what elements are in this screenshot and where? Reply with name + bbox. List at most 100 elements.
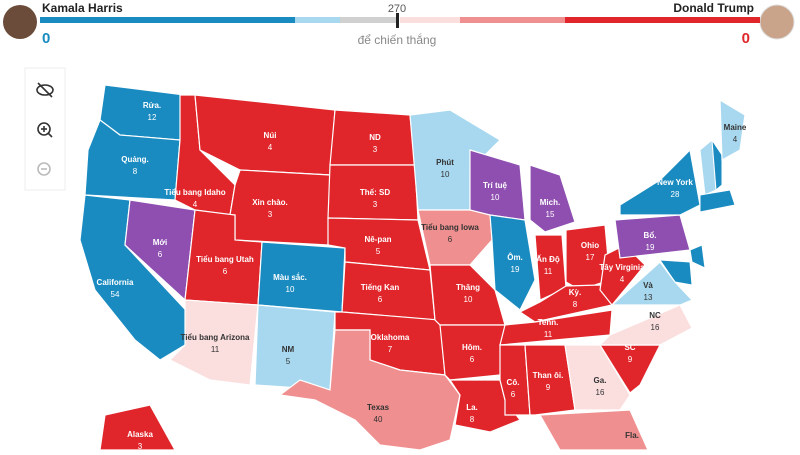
state-label: Ohio	[581, 241, 599, 250]
bar-segment	[565, 17, 760, 23]
state-label: Quảng.	[121, 155, 149, 164]
state-label: Kỳ.	[569, 288, 581, 297]
state-label: Rửa.	[143, 101, 161, 110]
state-votes: 6	[511, 390, 516, 399]
state-votes: 10	[441, 170, 450, 179]
state-label: Và	[643, 281, 653, 290]
state-label: Màu sắc.	[273, 273, 307, 282]
state-shape	[499, 309, 613, 346]
state-label: New York	[657, 178, 693, 187]
state-shape	[711, 138, 723, 192]
state-votes: 54	[111, 290, 120, 299]
bar-segment	[460, 17, 565, 23]
bar-segment	[400, 17, 460, 23]
state-label: NC	[649, 311, 661, 320]
state-label: Tiểu bang Idaho	[164, 188, 225, 197]
state-votes: 13	[644, 293, 653, 302]
state-votes: 10	[464, 295, 473, 304]
state-votes: 5	[286, 357, 291, 366]
bar-segment	[340, 17, 397, 23]
state-votes: 4	[193, 200, 198, 209]
state-shape	[610, 261, 694, 306]
bar-segment	[295, 17, 340, 23]
state-shape	[417, 209, 493, 266]
state-votes: 12	[148, 113, 157, 122]
state-shape	[619, 148, 701, 216]
state-votes: 6	[378, 295, 383, 304]
state-votes: 6	[223, 267, 228, 276]
state-shape	[489, 214, 536, 311]
state-votes: 6	[470, 355, 475, 364]
state-label: Núi	[264, 131, 277, 140]
state-votes: 8	[133, 167, 138, 176]
right-name: Donald Trump	[673, 1, 754, 15]
threshold-marker	[396, 13, 399, 28]
state-label: Nê-pan	[364, 235, 391, 244]
state-label: Texas	[367, 403, 390, 412]
state-votes: 19	[511, 265, 520, 274]
state-votes: 8	[470, 415, 475, 424]
state-votes: 11	[211, 345, 220, 354]
state-label: Maine	[724, 123, 747, 132]
state-shape	[689, 244, 706, 269]
state-label: Ga.	[594, 376, 607, 385]
state-label: NM	[282, 345, 295, 354]
state-votes: 4	[733, 135, 738, 144]
state-label: Hôm.	[462, 343, 482, 352]
state-votes: 4	[620, 275, 625, 284]
state-votes: 9	[546, 383, 551, 392]
state-votes: 5	[376, 247, 381, 256]
state-label: Tiểu bang Arizona	[181, 333, 250, 342]
state-label: Tây Virginia	[599, 263, 645, 272]
state-label: SC	[624, 343, 635, 352]
state-votes: 16	[596, 388, 605, 397]
state-label: La.	[466, 403, 478, 412]
state-label: Oklahoma	[371, 333, 410, 342]
state-votes: 19	[646, 243, 655, 252]
state-votes: 3	[373, 200, 378, 209]
state-votes: 7	[388, 345, 393, 354]
state-label: Trí tuệ	[483, 181, 508, 190]
state-label: Fla.	[625, 431, 639, 440]
state-label: Alaska	[127, 430, 153, 439]
state-votes: 15	[546, 210, 555, 219]
state-shape	[598, 304, 693, 346]
state-label: Thế: SD	[360, 188, 390, 197]
state-label: ND	[369, 133, 381, 142]
state-label: Cô.	[507, 378, 520, 387]
left-avatar	[3, 5, 37, 39]
state-votes: 28	[671, 190, 680, 199]
state-votes: 6	[158, 250, 163, 259]
state-votes: 10	[491, 193, 500, 202]
threshold: 270	[388, 3, 406, 15]
state-votes: 11	[544, 330, 553, 339]
state-label: Tiếng Kan	[361, 283, 400, 292]
state-votes: 3	[268, 210, 273, 219]
state-shape	[254, 304, 336, 391]
state-label: Thăng	[456, 283, 480, 292]
left-votes: 0	[42, 30, 50, 47]
state-label: California	[97, 278, 134, 287]
state-shape	[699, 189, 736, 213]
hide-button[interactable]	[36, 82, 54, 98]
bar-segment	[40, 17, 295, 23]
state-shape	[719, 98, 746, 162]
state-votes: 10	[286, 285, 295, 294]
state-votes: 8	[573, 300, 578, 309]
state-shape	[529, 164, 576, 233]
state-label: Ấn Độ	[536, 254, 560, 264]
state-votes: 11	[544, 267, 553, 276]
state-shape	[614, 214, 691, 259]
state-label: Mich.	[540, 198, 560, 207]
state-label: Ôm.	[507, 253, 523, 262]
state-label: Bổ.	[644, 231, 657, 240]
right-avatar	[759, 4, 795, 40]
zoom-out-button[interactable]	[37, 162, 51, 176]
zoom-in-button[interactable]	[37, 122, 53, 138]
state-votes: 9	[628, 355, 633, 364]
state-shape	[229, 169, 331, 246]
state-label: Tenn.	[538, 318, 559, 327]
state-votes: 3	[138, 442, 143, 450]
state-label: Xin chào.	[252, 198, 288, 207]
